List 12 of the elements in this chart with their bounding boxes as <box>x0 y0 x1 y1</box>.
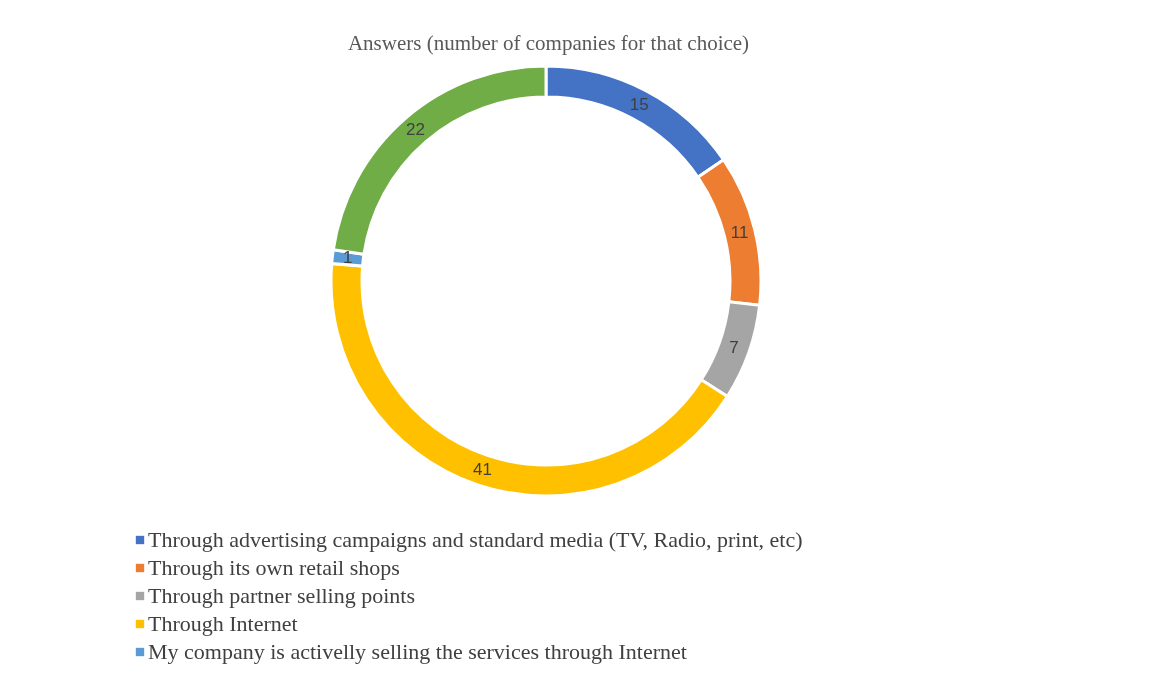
legend-label: Through its own retail shops <box>148 555 400 580</box>
data-label: 7 <box>729 337 739 357</box>
data-label: 41 <box>473 460 492 480</box>
legend-label: Through advertising campaigns and standard media (TV, Radio, print, etc) <box>148 527 803 552</box>
data-label: 1 <box>343 248 353 268</box>
data-label: 22 <box>406 120 426 140</box>
data-label: 11 <box>730 223 749 243</box>
legend-label: Through partner selling points <box>148 583 416 608</box>
legend-label: My company is activelly selling the services through Internet <box>148 639 687 664</box>
data-label: 15 <box>629 94 649 114</box>
legend-label: Through Internet <box>148 611 298 636</box>
chart-title: Answers (number of companies for that choice) <box>347 31 750 55</box>
